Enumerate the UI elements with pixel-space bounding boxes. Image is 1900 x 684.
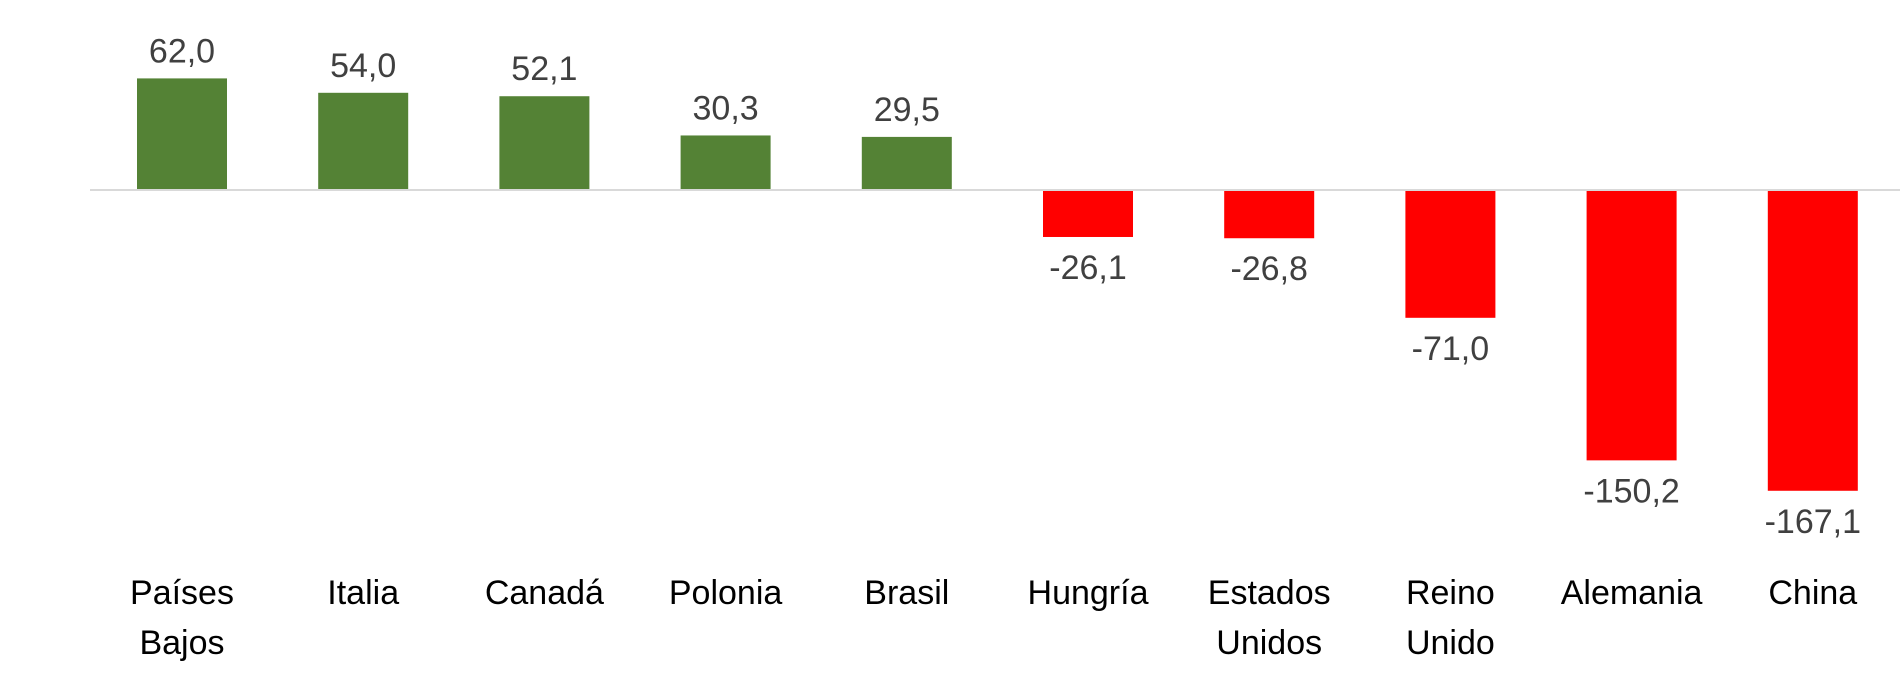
bar-0	[137, 78, 227, 190]
bar-7	[1405, 190, 1496, 318]
bar-4	[861, 136, 952, 190]
bar-1	[318, 92, 409, 190]
value-label-8: -150,2	[1583, 472, 1679, 510]
bar-6	[1224, 190, 1315, 239]
value-label-6: -26,8	[1230, 250, 1308, 288]
category-label-2: Canadá	[485, 574, 604, 612]
category-label-1: Italia	[327, 574, 399, 612]
category-label-3: Polonia	[669, 574, 783, 612]
category-label-6-line-0: Estados	[1208, 574, 1331, 612]
category-label-4: Brasil	[864, 574, 949, 612]
category-label-0-line-0: Países	[130, 574, 234, 612]
value-label-2: 52,1	[511, 50, 577, 88]
value-label-4: 29,5	[874, 91, 940, 129]
bar-2	[499, 96, 590, 190]
value-label-1: 54,0	[330, 47, 396, 85]
bar-8	[1586, 190, 1677, 461]
value-label-7: -71,0	[1412, 330, 1490, 368]
category-label-0-line-1: Bajos	[139, 624, 224, 662]
bars-group	[137, 78, 1858, 491]
category-label-7-line-1: Unido	[1406, 624, 1495, 662]
value-label-3: 30,3	[693, 89, 759, 127]
bar-5	[1043, 190, 1133, 237]
bar-9	[1767, 190, 1858, 491]
category-label-8: Alemania	[1561, 574, 1703, 612]
category-label-9: China	[1768, 574, 1857, 612]
value-label-0: 62,0	[149, 32, 215, 70]
category-labels-group: Países Bajos Italia Canadá Polonia Brasil Hung…	[130, 574, 1857, 662]
value-labels-group: 62,0 54,0 52,1 30,3 29,5 -26,1 -26,8 -71,0 -150,…	[149, 32, 1861, 540]
value-label-9: -167,1	[1765, 503, 1861, 541]
bar-3	[680, 135, 771, 190]
category-label-5: Hungría	[1028, 574, 1149, 612]
value-label-5: -26,1	[1049, 249, 1127, 287]
category-label-6-line-1: Unidos	[1216, 624, 1322, 662]
category-label-7-line-0: Reino	[1406, 574, 1495, 612]
